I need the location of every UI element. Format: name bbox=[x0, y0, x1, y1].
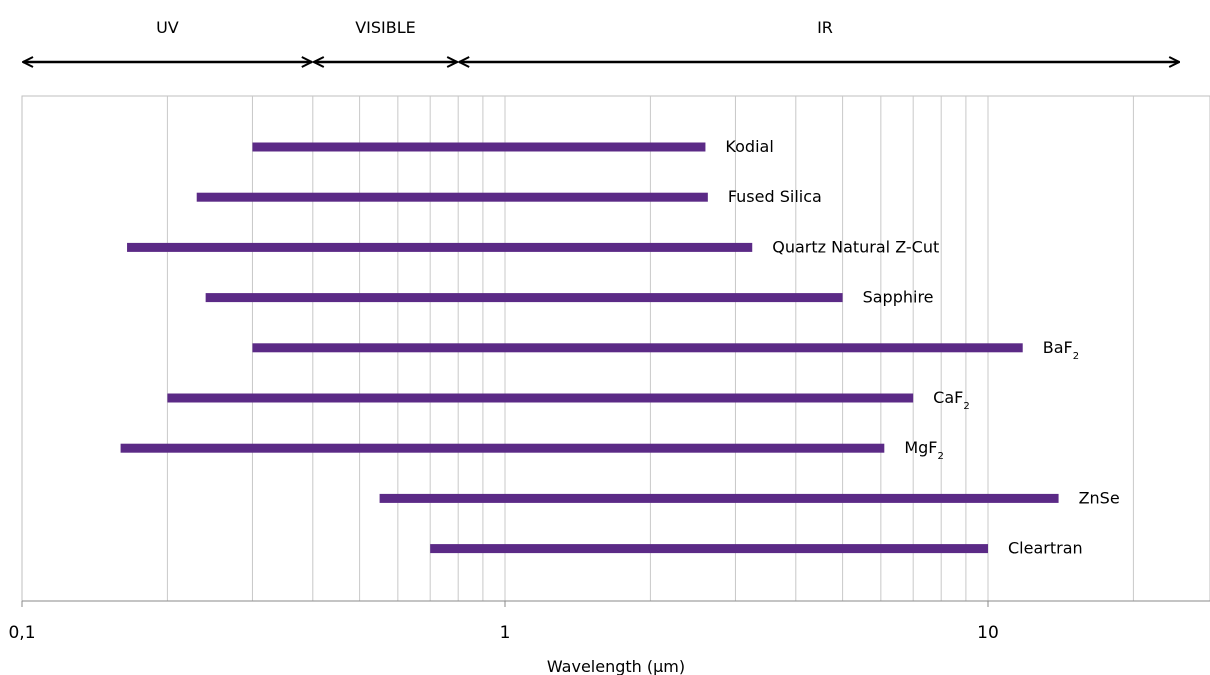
x-tick-label: 0,1 bbox=[8, 623, 35, 643]
material-bars: Kodial Fused Silica Quartz Natural Z-Cut Sa… bbox=[120, 137, 1120, 558]
bar-sapphire bbox=[205, 293, 843, 303]
bar-mgf2 bbox=[120, 443, 885, 453]
bar-label-fused-silica: Fused Silica bbox=[728, 187, 822, 206]
x-axis-title: Wavelength (µm) bbox=[547, 657, 685, 675]
bar-label-znse: ZnSe bbox=[1079, 488, 1120, 507]
bar-label-quartz-natural-z-cut: Quartz Natural Z-Cut bbox=[772, 237, 939, 256]
bar-label-caf2: CaF2 bbox=[933, 388, 970, 412]
region-label-uv: UV bbox=[156, 18, 179, 37]
bar-baf2 bbox=[252, 343, 1023, 353]
region-label-visible: VISIBLE bbox=[355, 18, 416, 37]
bar-label-cleartran: Cleartran bbox=[1008, 539, 1083, 558]
x-axis-ticks: 0,1 1 10 bbox=[8, 601, 999, 643]
bar-label-baf2: BaF2 bbox=[1043, 338, 1079, 362]
bar-label-mgf2: MgF2 bbox=[904, 438, 944, 462]
bar-fused-silica bbox=[196, 192, 708, 202]
bar-kodial bbox=[252, 142, 706, 152]
region-label-ir: IR bbox=[817, 18, 833, 37]
bar-label-kodial: Kodial bbox=[725, 137, 773, 156]
bar-quartz-natural-z-cut bbox=[127, 242, 753, 252]
bar-caf2 bbox=[167, 393, 914, 403]
bar-label-sapphire: Sapphire bbox=[863, 288, 934, 307]
bar-znse bbox=[379, 493, 1059, 503]
x-tick-label: 1 bbox=[500, 623, 511, 643]
spectral-regions: UV VISIBLE IR bbox=[23, 18, 1179, 62]
bar-cleartran bbox=[430, 544, 988, 554]
x-tick-label: 10 bbox=[977, 623, 999, 643]
